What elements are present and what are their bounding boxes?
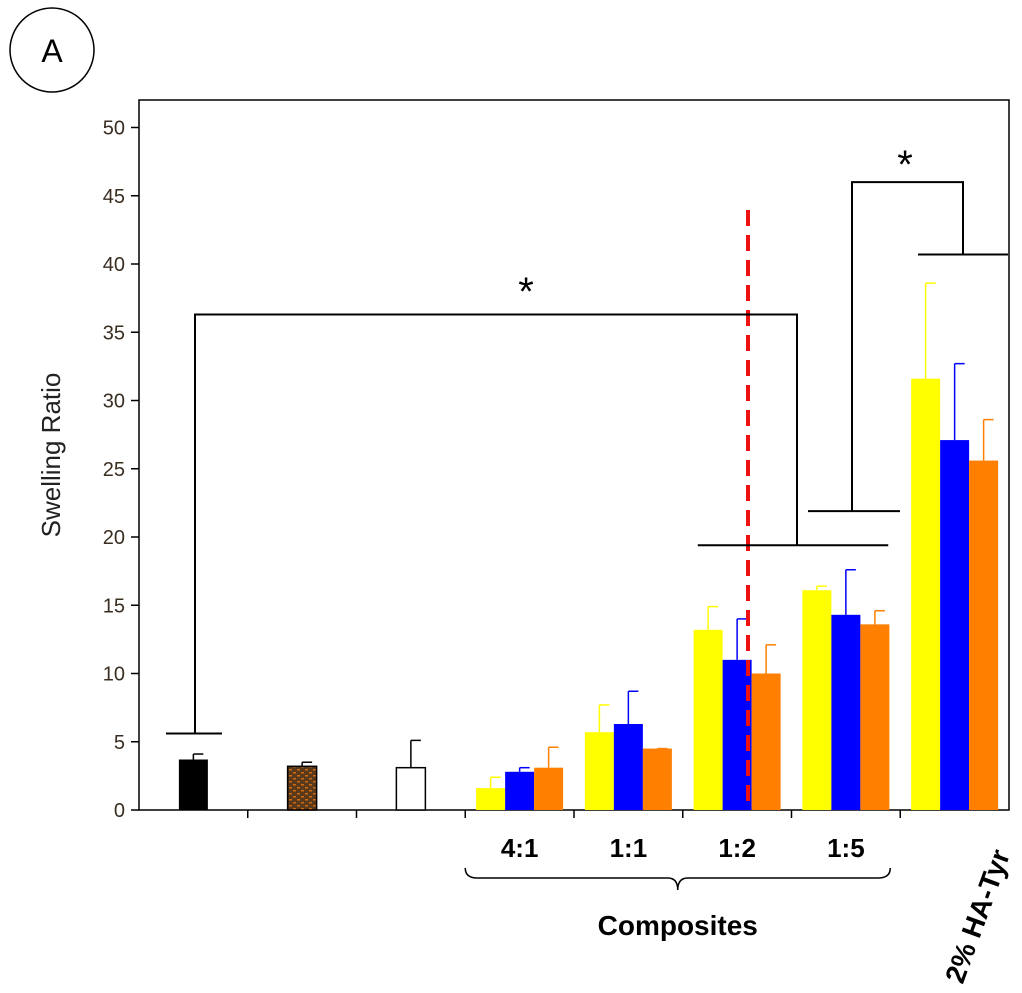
bar — [940, 440, 970, 810]
bar — [584, 732, 614, 810]
y-tick-label: 20 — [103, 527, 125, 549]
bar — [802, 590, 832, 810]
x-category-label: 2% HA-Tyr — [939, 845, 1016, 987]
bar — [860, 624, 890, 810]
y-tick-label: 40 — [103, 254, 125, 276]
bar — [911, 378, 941, 810]
bar — [722, 659, 752, 810]
bar — [395, 766, 427, 811]
bars-layer — [178, 282, 999, 811]
composites-brace — [464, 867, 891, 891]
panel-label: A — [9, 7, 95, 93]
panel-label-circle — [9, 7, 95, 93]
bar — [751, 673, 781, 810]
x-axis: 4:1 1:1 1:2 1:5 2% HA-Tyr — [247, 810, 1016, 987]
y-tick-label: 15 — [103, 595, 125, 617]
y-tick-label: 35 — [103, 322, 125, 344]
bar — [693, 629, 723, 810]
x-category-label: 1:1 — [610, 833, 648, 863]
bar — [505, 771, 535, 810]
significance-bracket — [851, 181, 964, 512]
significance-bracket — [194, 313, 798, 734]
x-category-label: 1:2 — [718, 833, 756, 863]
y-tick-label: 45 — [103, 186, 125, 208]
bar — [178, 759, 208, 810]
significance-star: * — [897, 143, 913, 187]
bar — [831, 614, 861, 810]
x-category-label: 4:1 — [501, 833, 539, 863]
bar — [534, 767, 564, 810]
y-tick-label: 30 — [103, 391, 125, 413]
bar — [476, 788, 506, 810]
significance-star: * — [518, 270, 534, 314]
bar — [642, 748, 672, 810]
bar — [613, 724, 643, 810]
y-axis-label: Swelling Ratio — [36, 373, 66, 538]
y-tick-label: 50 — [103, 118, 125, 140]
composites-label: Composites — [598, 910, 758, 941]
y-tick-label: 10 — [103, 664, 125, 686]
y-tick-label: 5 — [114, 732, 125, 754]
y-tick-label: 25 — [103, 459, 125, 481]
bar — [969, 460, 999, 810]
panel-label-text: A — [41, 33, 63, 69]
annotations-layer: * * Composites — [166, 143, 1008, 941]
y-tick-label: 0 — [114, 800, 125, 822]
y-axis: 0 5 10 15 20 25 30 35 40 45 50 — [103, 118, 139, 822]
x-category-label: 1:5 — [827, 833, 865, 863]
bar — [286, 765, 318, 811]
